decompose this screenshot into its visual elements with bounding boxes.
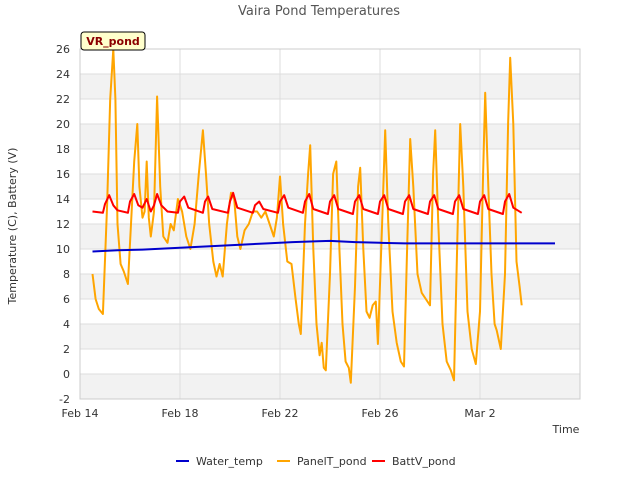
y-tick-label: -2 [59,393,70,406]
x-axis-title: Time [552,423,580,436]
series-line-panelt_pond [91,48,523,384]
series-badge: VR_pond [80,31,146,51]
y-tick-label: 8 [63,268,70,281]
plot-border [79,48,581,400]
y-tick-label: 4 [63,318,70,331]
legend-label: PanelT_pond [297,455,367,468]
plot-band [80,174,580,199]
y-tick-label: 2 [63,343,70,356]
x-tick-label: Feb 14 [62,407,99,420]
x-tick-label: Feb 18 [162,407,199,420]
y-tick-label: 16 [56,168,70,181]
series-lines [91,48,555,384]
y-tick-label: 14 [56,193,70,206]
y-axis-title: Temperature (C), Battery (V) [6,148,19,306]
x-tick-label: Feb 22 [262,407,299,420]
plot-band [80,374,580,399]
y-tick-label: 26 [56,43,70,56]
x-axis: Feb 14 Feb 18 Feb 22 Feb 26 Mar 2 [62,407,496,420]
series-line-battv_pond [92,191,523,215]
y-tick-label: 10 [56,243,70,256]
y-tick-label: 12 [56,218,70,231]
x-tick-label: Feb 26 [362,407,399,420]
legend: Water_temp PanelT_pond BattV_pond [176,455,456,468]
plot-band [80,74,580,99]
series-line-water_temp [92,239,555,253]
y-tick-label: 0 [63,368,70,381]
plot-band [80,324,580,349]
plot-band [80,124,580,149]
legend-label: Water_temp [196,455,263,468]
badge-label: VR_pond [86,35,140,48]
x-tick-label: Mar 2 [464,407,495,420]
y-tick-label: 18 [56,143,70,156]
y-tick-label: 24 [56,68,70,81]
y-tick-label: 22 [56,93,70,106]
y-tick-label: 20 [56,118,70,131]
badge-box [80,31,146,51]
legend-label: BattV_pond [392,455,456,468]
chart-title: Vaira Pond Temperatures [238,4,400,19]
y-tick-label: 6 [63,293,70,306]
